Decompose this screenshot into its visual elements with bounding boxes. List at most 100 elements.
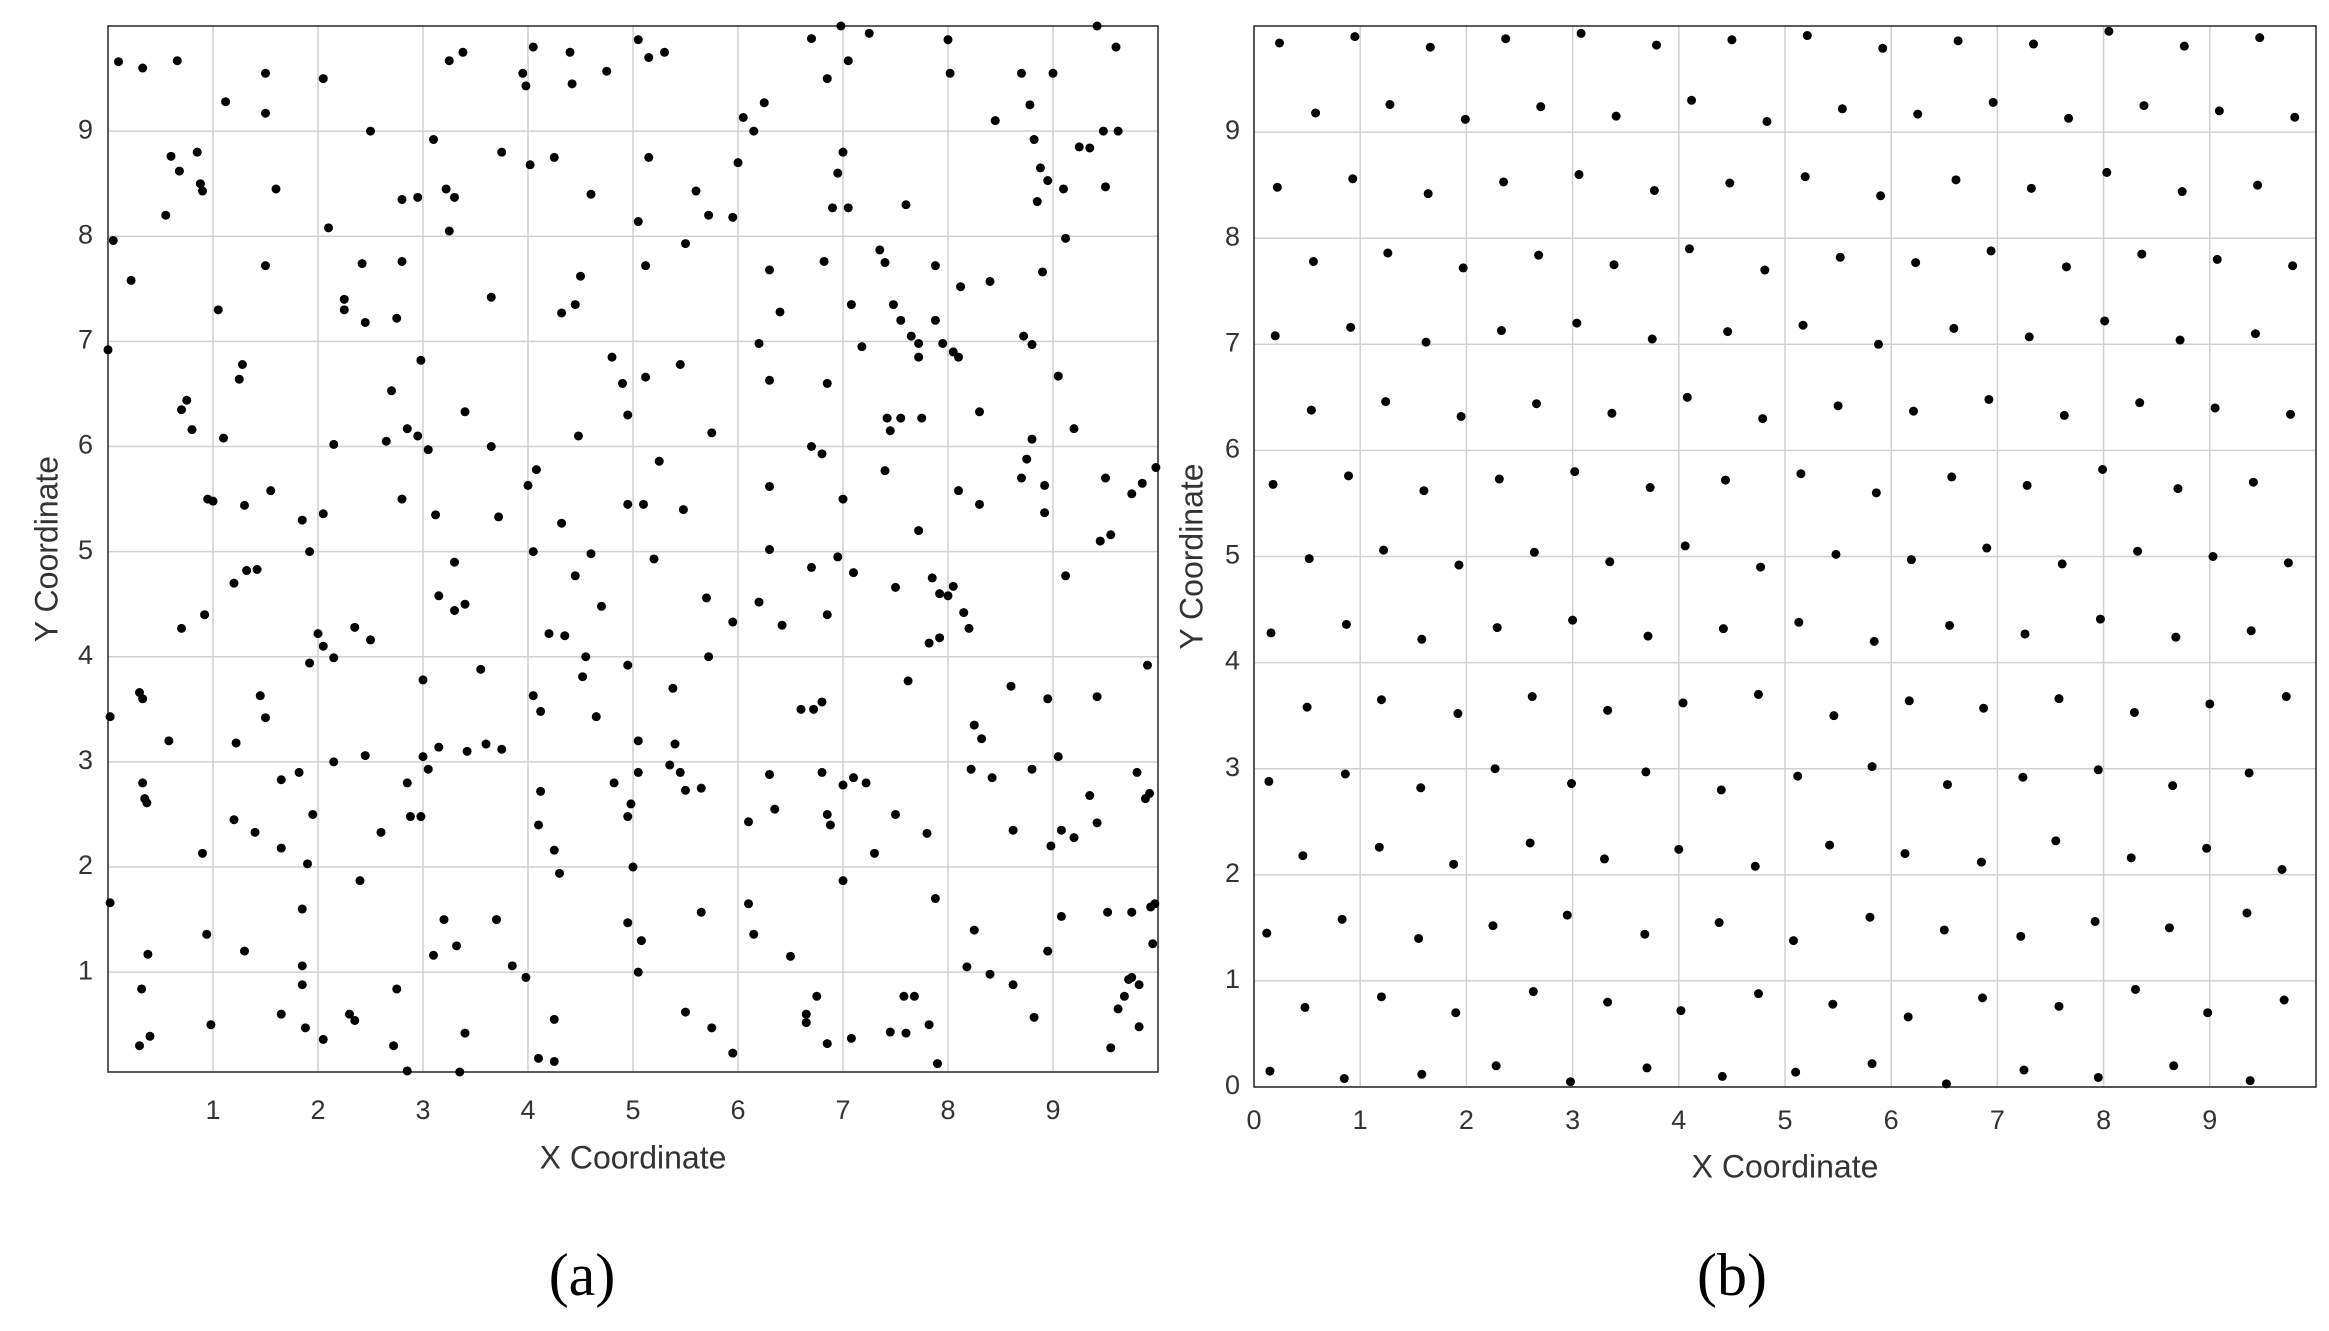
point [1119,991,1129,1001]
point [707,1023,717,1033]
point [549,1014,559,1024]
point [1101,473,1110,483]
point [2139,101,2149,111]
panel-label: (b) [1697,1242,1767,1308]
point [261,68,270,78]
point [1903,1012,1913,1022]
point [1865,912,1875,922]
point [271,184,281,194]
point [1640,929,1650,939]
point [1607,408,1617,418]
x-tick-label: 0 [1246,1105,1261,1135]
point [623,410,633,420]
point [660,47,669,57]
point [528,42,538,52]
point [696,783,706,793]
point [917,413,927,423]
point [2135,398,2145,408]
y-tick-label: 6 [1225,434,1240,464]
point [105,712,115,722]
point [1605,557,1615,567]
point [2029,39,2039,49]
point [1762,116,1772,126]
point [1876,191,1886,201]
point [578,672,588,682]
point [1092,21,1102,31]
point [1942,780,1952,790]
point [521,972,531,982]
point [455,1067,465,1077]
point [1753,989,1763,999]
point [434,742,444,752]
point [909,991,919,1001]
point [817,767,827,777]
point [423,764,433,774]
point [2095,614,2105,624]
x-tick-label: 6 [730,1095,745,1125]
point [1308,257,1318,267]
point [1642,1063,1652,1073]
point [221,97,231,107]
point [744,817,753,827]
point [807,34,816,44]
point [1098,126,1108,136]
point [817,697,827,707]
point [1025,100,1035,110]
point [1986,246,1996,256]
point [329,653,339,663]
point [237,360,247,370]
point [573,431,583,441]
point [376,827,386,837]
point [1132,767,1142,777]
point [486,442,496,452]
point [2057,559,2067,569]
point [1340,769,1350,779]
point [1043,946,1053,956]
point [297,904,307,914]
point [2102,167,2112,177]
point [1048,68,1058,78]
point [812,991,822,1001]
y-tick-label: 4 [1225,646,1240,676]
point [1758,414,1768,424]
point [329,439,339,449]
point [2283,558,2293,568]
point [704,210,714,220]
y-tick-label: 4 [78,640,93,670]
point [1456,411,1466,421]
point [452,941,462,951]
point [885,426,895,436]
x-tick-label: 1 [205,1095,220,1125]
point [1085,791,1095,801]
point [1038,267,1047,277]
point [172,56,182,66]
point [822,1039,832,1049]
x-tick-label: 1 [1353,1105,1368,1135]
point [2242,908,2252,918]
point [137,984,147,994]
point [108,235,118,245]
point [1425,42,1435,52]
point [2175,335,2185,345]
point [1603,705,1613,715]
point [300,1023,310,1033]
point [954,352,963,362]
point [240,500,249,510]
point [654,456,664,466]
point [1687,95,1697,105]
point [728,1048,738,1058]
y-tick-label: 7 [1225,327,1240,357]
point [360,751,370,761]
point [507,961,517,971]
point [2277,864,2287,874]
point [138,63,148,73]
point [633,35,643,45]
point [345,1009,354,1019]
point [1298,851,1308,861]
point [1111,42,1121,52]
point [276,775,286,785]
point [864,28,874,38]
point [2177,187,2187,197]
x-tick-label: 7 [1990,1105,2005,1135]
point [198,186,207,196]
